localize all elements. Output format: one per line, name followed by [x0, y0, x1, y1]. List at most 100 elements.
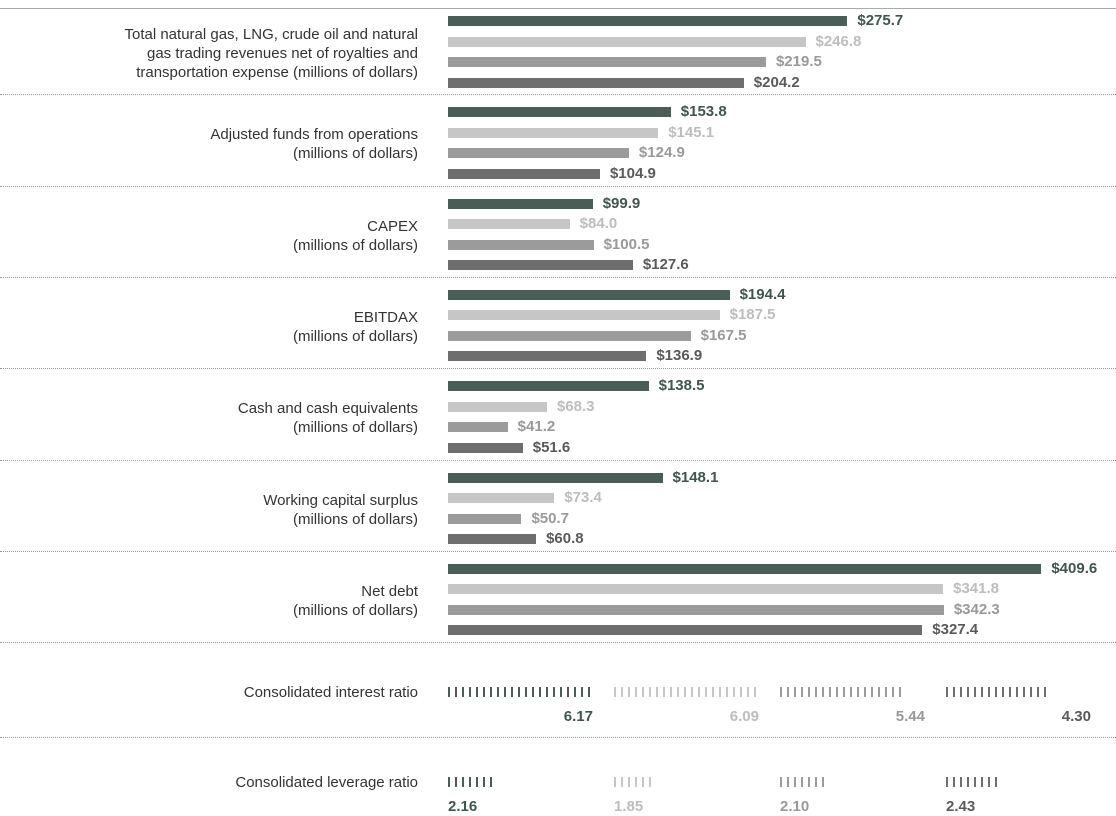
tally-tick: [995, 777, 997, 788]
tally-tick: [476, 777, 478, 788]
tally-tick: [539, 687, 541, 698]
tally-tick: [684, 687, 686, 698]
tally-tick: [698, 687, 700, 698]
bar: [448, 148, 629, 159]
category-label: Total natural gas, LNG, crude oil and na…: [124, 25, 418, 81]
value-label: $153.8: [680, 103, 727, 121]
bar: [448, 534, 537, 544]
value-label: $194.4: [739, 285, 786, 303]
tally-tick: [1044, 687, 1046, 698]
category-label: Cash and cash equivalents (millions of d…: [237, 400, 418, 437]
category-label: CAPEX (millions of dollars): [292, 217, 418, 254]
value-label: 2.10: [780, 798, 810, 816]
bar: [448, 381, 649, 392]
tally-tick: [822, 777, 824, 788]
tally-tick: [1023, 687, 1025, 698]
tally-tick: [567, 687, 569, 698]
bar: [448, 198, 593, 209]
bar: [448, 77, 744, 88]
tally-tick: [899, 687, 901, 698]
bar: [448, 239, 594, 250]
tally-tick: [747, 687, 749, 698]
tally-marks: [614, 687, 761, 698]
value-label: $99.9: [602, 194, 641, 212]
tally-tick: [642, 777, 644, 788]
tally-tick: [815, 687, 817, 698]
separator: [0, 642, 1116, 644]
value-label: 6.17: [563, 708, 593, 726]
bar: [448, 442, 523, 453]
tally-tick: [712, 687, 714, 698]
tally-tick: [497, 687, 499, 698]
tally-tick: [843, 687, 845, 698]
tally-tick: [462, 687, 464, 698]
tally-tick: [628, 687, 630, 698]
tally-tick: [871, 687, 873, 698]
value-label: $60.8: [546, 530, 584, 547]
value-label: $50.7: [531, 509, 569, 527]
tally-tick: [808, 687, 810, 698]
value-label: $104.9: [609, 164, 656, 182]
tally-tick: [808, 777, 810, 788]
value-label: $41.2: [517, 418, 556, 436]
bar: [448, 472, 663, 483]
bar: [448, 422, 508, 433]
tally-tick: [705, 687, 707, 698]
separator: [0, 185, 1116, 187]
tally-tick: [864, 687, 866, 698]
category-label: EBITDAX (millions of dollars): [292, 308, 418, 345]
bar: [448, 604, 944, 615]
bar: [448, 401, 547, 412]
value-label: $124.9: [638, 144, 685, 162]
tally-tick: [1030, 687, 1032, 698]
tally-tick: [462, 777, 464, 788]
value-label: $342.3: [953, 600, 1000, 618]
tally-tick: [581, 687, 583, 698]
tally-marks: [448, 687, 595, 698]
value-label: $204.2: [753, 73, 800, 91]
tally-tick: [960, 777, 962, 788]
tally-tick: [621, 687, 623, 698]
tally-tick: [787, 777, 789, 788]
bar: [448, 625, 923, 636]
tally-tick: [974, 687, 976, 698]
bar: [448, 57, 766, 67]
tally-tick: [532, 687, 534, 698]
tally-tick: [988, 777, 990, 788]
separator: [0, 550, 1116, 552]
tally-tick: [815, 777, 817, 788]
value-label: $341.8: [953, 580, 1000, 598]
tally-tick: [649, 777, 651, 788]
tally-tick: [1002, 687, 1004, 698]
tally-tick: [995, 687, 997, 698]
tally-tick: [953, 687, 955, 698]
tally-tick: [504, 687, 506, 698]
tally-tick: [670, 687, 672, 698]
tally-tick: [829, 687, 831, 698]
tally-tick: [483, 687, 485, 698]
tally-tick: [754, 687, 756, 698]
tally-tick: [691, 687, 693, 698]
tally-tick: [574, 687, 576, 698]
bar: [448, 127, 659, 138]
value-label: $167.5: [700, 326, 747, 344]
tally-tick: [553, 687, 555, 698]
tally-tick: [794, 687, 796, 698]
tally-tick: [946, 687, 948, 698]
value-label: $327.4: [932, 621, 979, 639]
bar: [448, 330, 691, 341]
tally-tick: [635, 687, 637, 698]
tally-tick: [780, 687, 782, 698]
separator: [0, 94, 1116, 96]
tally-tick: [801, 777, 803, 788]
tally-tick: [455, 687, 457, 698]
bar: [448, 219, 570, 230]
tally-tick: [642, 687, 644, 698]
tally-tick: [1037, 687, 1039, 698]
tally-tick: [988, 687, 990, 698]
tally-tick: [850, 687, 852, 698]
value-label: 2.43: [946, 798, 976, 816]
bar: [448, 563, 1042, 574]
value-label: $73.4: [564, 489, 602, 506]
value-label: $219.5: [775, 53, 822, 70]
